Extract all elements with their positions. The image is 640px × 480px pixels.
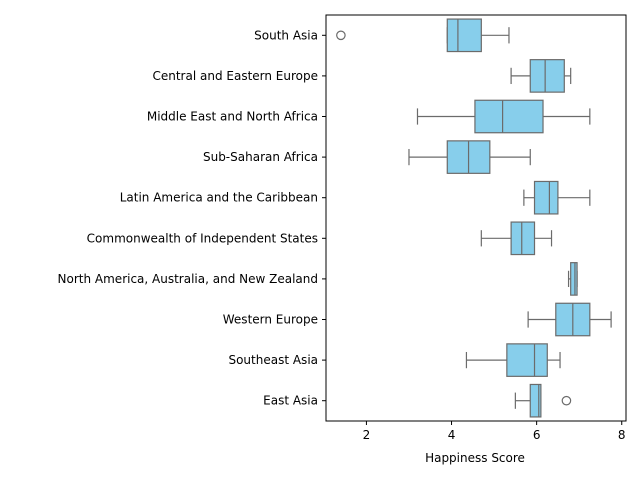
y-tick-label: East Asia xyxy=(263,394,318,408)
y-tick-label: Central and Eastern Europe xyxy=(152,69,318,83)
box-group xyxy=(567,262,578,296)
y-tick-label: Western Europe xyxy=(223,313,318,327)
axes: South Asia Central and Eastern Europe Midd… xyxy=(58,14,627,442)
y-tick-label: Commonwealth of Independent States xyxy=(87,231,318,245)
x-axis-label: Happiness Score xyxy=(425,451,525,465)
box-iqr xyxy=(474,99,544,134)
x-tick-label: 8 xyxy=(618,428,626,442)
box-iqr xyxy=(529,383,542,418)
x-tick-label: 2 xyxy=(363,428,371,442)
outlier-point xyxy=(336,30,346,41)
plot-area xyxy=(336,18,612,418)
y-tick-label: Latin America and the Caribbean xyxy=(120,191,318,205)
y-tick-label: Sub-Saharan Africa xyxy=(203,150,318,164)
box-iqr xyxy=(529,59,565,93)
box-iqr xyxy=(510,221,536,256)
x-tick-label: 6 xyxy=(533,428,541,442)
box-iqr xyxy=(506,343,548,377)
box-group xyxy=(408,140,531,174)
box-group xyxy=(523,180,591,215)
box-group xyxy=(510,59,572,93)
box-group xyxy=(527,302,612,337)
box-iqr xyxy=(446,18,482,53)
y-tick-label: South Asia xyxy=(254,28,318,42)
box-group xyxy=(465,343,561,377)
axes-frame xyxy=(325,14,627,422)
y-tick-label: Middle East and North Africa xyxy=(147,110,318,124)
box-iqr xyxy=(533,180,559,215)
y-tick-label: North America, Australia, and New Zealan… xyxy=(58,272,318,286)
box-group xyxy=(480,221,553,256)
outlier-point xyxy=(561,395,572,406)
box-iqr xyxy=(570,262,578,296)
box-group xyxy=(336,18,510,53)
box-group xyxy=(416,99,591,134)
y-tick-label: Southeast Asia xyxy=(228,353,318,367)
x-tick-label: 4 xyxy=(448,428,456,442)
box-group xyxy=(514,383,572,418)
